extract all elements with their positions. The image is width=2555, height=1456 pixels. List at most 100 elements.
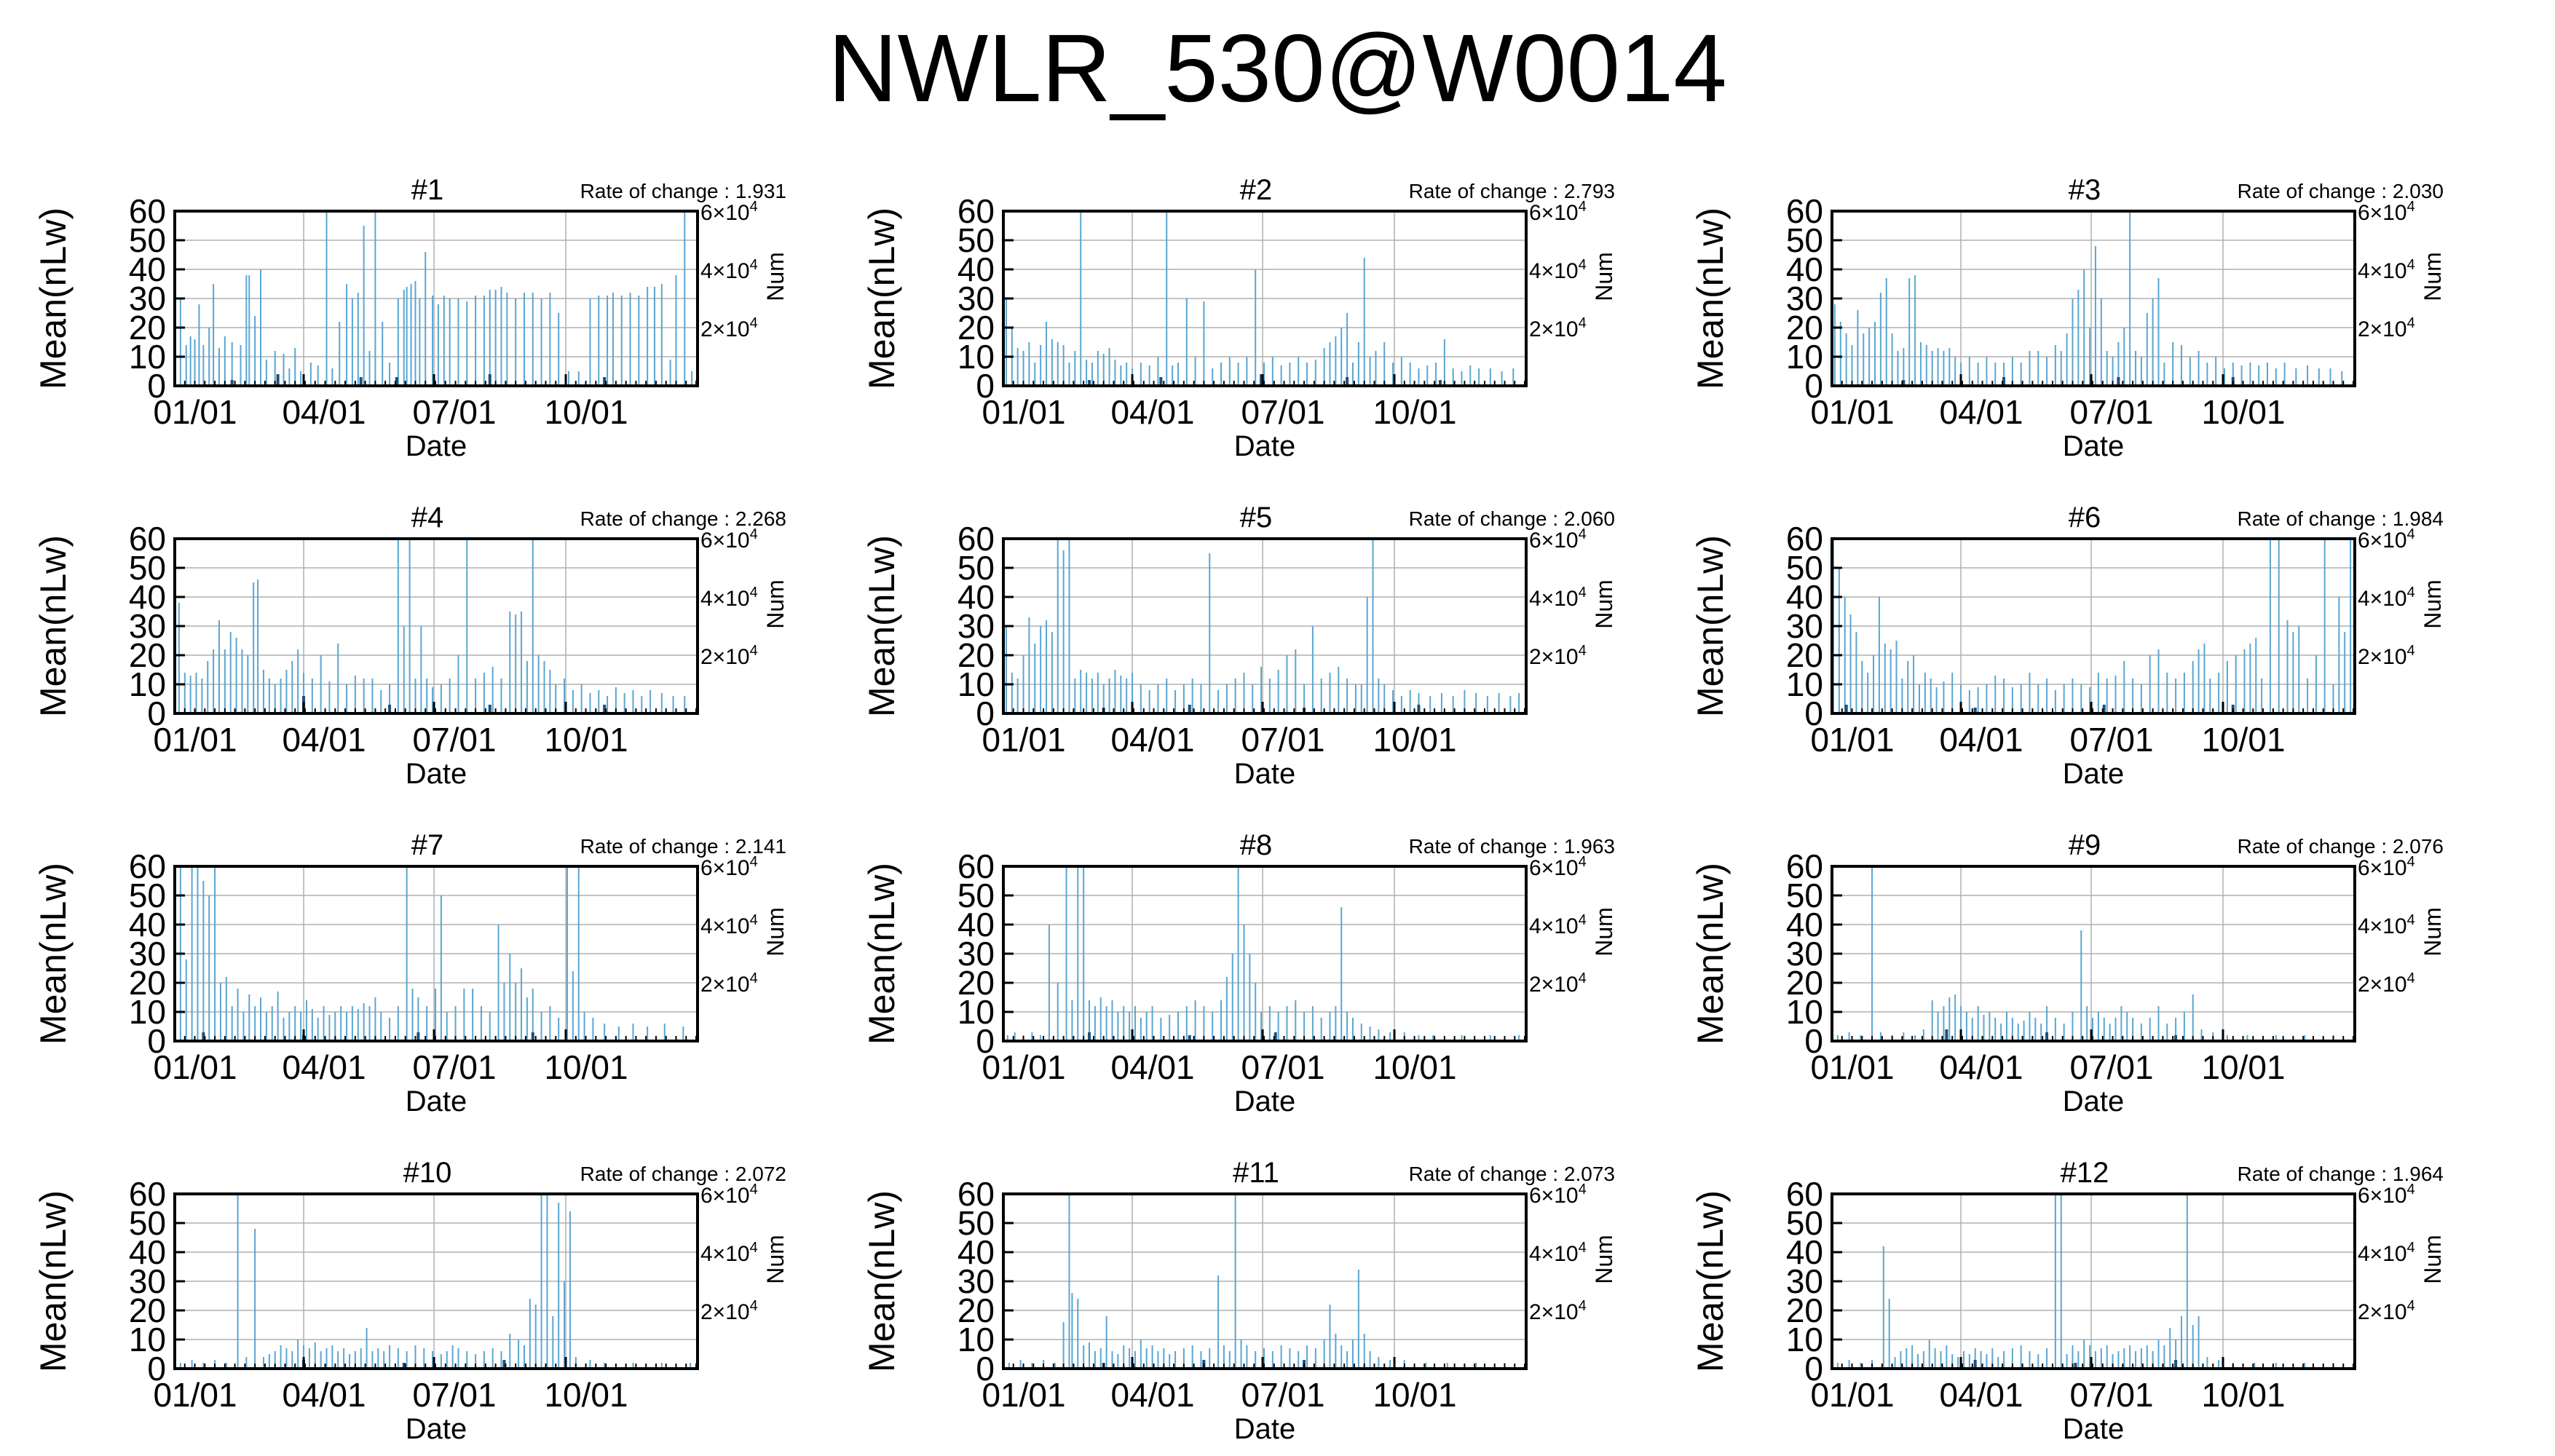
x-axis-label: Date bbox=[1234, 430, 1296, 462]
y-axis-label: Mean(nLw) bbox=[1690, 207, 1731, 389]
y-tick-label: 40 bbox=[129, 250, 166, 288]
y-tick-label: 10 bbox=[129, 1321, 166, 1358]
rate-of-change: Rate of change : 2.793 bbox=[1409, 180, 1615, 202]
y-tick-label: 20 bbox=[957, 636, 995, 674]
rate-of-change: Rate of change : 1.984 bbox=[2238, 507, 2444, 530]
x-tick-label: 04/01 bbox=[282, 393, 366, 431]
y2-tick-label: 6×104 bbox=[2358, 854, 2415, 880]
y2-axis-label: Num bbox=[1591, 907, 1617, 957]
y-tick-label: 50 bbox=[957, 221, 995, 259]
y2-tick-label: 2×104 bbox=[2358, 315, 2415, 341]
y-tick-label: 30 bbox=[957, 1262, 995, 1300]
x-tick-label: 10/01 bbox=[544, 1376, 628, 1414]
y-tick-label: 20 bbox=[957, 1291, 995, 1329]
y-tick-label: 30 bbox=[1786, 607, 1823, 645]
rate-of-change: Rate of change : 2.030 bbox=[2238, 180, 2444, 202]
y2-axis-label: Num bbox=[762, 1235, 789, 1284]
y-tick-label: 20 bbox=[957, 964, 995, 1002]
x-tick-label: 01/01 bbox=[153, 393, 237, 431]
y2-tick-label: 6×104 bbox=[2358, 526, 2415, 553]
x-tick-label: 10/01 bbox=[1373, 721, 1456, 759]
y2-tick-label: 4×104 bbox=[1529, 1240, 1587, 1266]
y-tick-label: 50 bbox=[129, 1204, 166, 1242]
y2-tick-label: 4×104 bbox=[1529, 585, 1587, 611]
y2-tick-label: 6×104 bbox=[2358, 199, 2415, 225]
rate-of-change: Rate of change : 1.931 bbox=[580, 180, 786, 202]
x-axis-label: Date bbox=[406, 1085, 467, 1117]
panel-title: #5 bbox=[1240, 502, 1273, 534]
y-tick-label: 10 bbox=[1786, 1321, 1823, 1358]
y-tick-label: 20 bbox=[129, 964, 166, 1002]
y2-tick-label: 4×104 bbox=[2358, 1240, 2415, 1266]
x-tick-label: 04/01 bbox=[1939, 393, 2023, 431]
y-tick-label: 40 bbox=[957, 1233, 995, 1271]
y-tick-label: 40 bbox=[957, 906, 995, 943]
y-tick-label: 20 bbox=[1786, 636, 1823, 674]
y-axis-label: Mean(nLw) bbox=[1690, 535, 1731, 717]
y-tick-label: 30 bbox=[1786, 1262, 1823, 1300]
y-tick-label: 0 bbox=[147, 1022, 166, 1060]
y-axis-label: Mean(nLw) bbox=[861, 863, 902, 1045]
x-tick-label: 07/01 bbox=[2069, 393, 2153, 431]
y-tick-label: 60 bbox=[957, 1175, 995, 1213]
y-tick-label: 40 bbox=[1786, 250, 1823, 288]
y-tick-label: 20 bbox=[1786, 309, 1823, 347]
y-tick-label: 0 bbox=[147, 695, 166, 732]
y-tick-label: 10 bbox=[129, 993, 166, 1031]
x-tick-label: 07/01 bbox=[1241, 721, 1324, 759]
rate-of-change: Rate of change : 2.073 bbox=[1409, 1163, 1615, 1185]
x-tick-label: 01/01 bbox=[982, 1048, 1065, 1086]
x-tick-label: 07/01 bbox=[412, 1376, 496, 1414]
x-tick-label: 07/01 bbox=[2069, 1376, 2153, 1414]
y-tick-label: 20 bbox=[129, 636, 166, 674]
y2-tick-label: 6×104 bbox=[1529, 1182, 1587, 1208]
y2-tick-label: 6×104 bbox=[2358, 1182, 2415, 1208]
x-tick-label: 10/01 bbox=[2201, 393, 2285, 431]
y-tick-label: 60 bbox=[129, 847, 166, 885]
x-tick-label: 07/01 bbox=[412, 1048, 496, 1086]
y2-tick-label: 2×104 bbox=[1529, 970, 1587, 997]
y-axis-label: Mean(nLw) bbox=[33, 863, 74, 1045]
y-tick-label: 40 bbox=[129, 1233, 166, 1271]
y-axis-label: Mean(nLw) bbox=[33, 535, 74, 717]
y2-tick-label: 4×104 bbox=[2358, 912, 2415, 938]
y2-tick-label: 2×104 bbox=[1529, 643, 1587, 669]
x-tick-label: 10/01 bbox=[2201, 1376, 2285, 1414]
x-tick-label: 07/01 bbox=[412, 721, 496, 759]
y2-axis-label: Num bbox=[1591, 252, 1617, 301]
x-tick-label: 01/01 bbox=[1810, 1376, 1894, 1414]
y-tick-label: 0 bbox=[147, 1350, 166, 1388]
y-tick-label: 10 bbox=[957, 338, 995, 376]
y-tick-label: 60 bbox=[1786, 520, 1823, 558]
panel-title: #1 bbox=[411, 174, 444, 206]
y-tick-label: 30 bbox=[957, 280, 995, 317]
x-tick-label: 04/01 bbox=[1110, 1376, 1194, 1414]
y-tick-label: 60 bbox=[957, 192, 995, 230]
y-tick-label: 10 bbox=[1786, 665, 1823, 703]
y-tick-label: 10 bbox=[957, 665, 995, 703]
x-tick-label: 10/01 bbox=[544, 1048, 628, 1086]
y2-axis-label: Num bbox=[2420, 1235, 2446, 1284]
x-tick-label: 10/01 bbox=[544, 393, 628, 431]
panel-title: #2 bbox=[1240, 174, 1273, 206]
y-tick-label: 40 bbox=[1786, 906, 1823, 943]
y-tick-label: 60 bbox=[1786, 847, 1823, 885]
panel-title: #10 bbox=[403, 1157, 452, 1189]
x-tick-label: 10/01 bbox=[2201, 1048, 2285, 1086]
x-tick-label: 01/01 bbox=[1810, 1048, 1894, 1086]
x-axis-label: Date bbox=[1234, 1085, 1296, 1117]
y2-tick-label: 4×104 bbox=[2358, 257, 2415, 283]
y2-tick-label: 2×104 bbox=[700, 643, 758, 669]
y2-tick-label: 4×104 bbox=[1529, 912, 1587, 938]
y-tick-label: 50 bbox=[1786, 877, 1823, 914]
y-tick-label: 0 bbox=[976, 1022, 995, 1060]
y-tick-label: 60 bbox=[1786, 192, 1823, 230]
x-tick-label: 10/01 bbox=[1373, 393, 1456, 431]
y-tick-label: 40 bbox=[957, 578, 995, 616]
rate-of-change: Rate of change : 2.141 bbox=[580, 835, 786, 858]
